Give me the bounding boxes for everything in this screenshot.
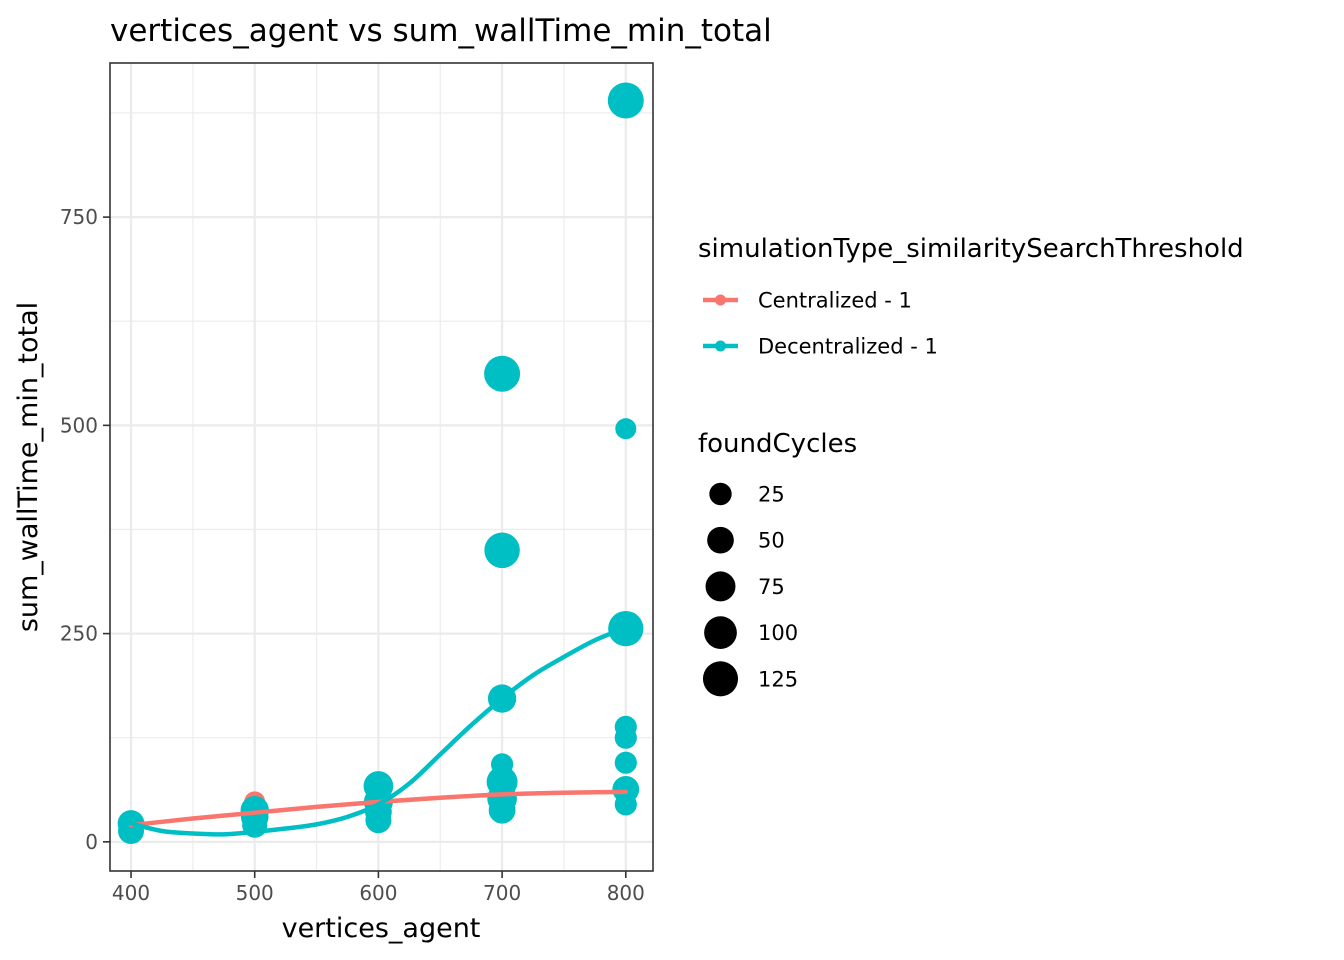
plot-panel-background — [110, 63, 653, 871]
data-point — [614, 726, 637, 749]
data-point — [365, 807, 392, 834]
plot-panel-border — [109, 62, 654, 872]
smooth-line-decentralized-1 — [128, 625, 629, 837]
x-tick-label: 500 — [236, 881, 274, 905]
data-point — [615, 418, 637, 440]
data-point — [607, 82, 644, 119]
x-tick-label: 400 — [112, 881, 150, 905]
data-point — [484, 532, 520, 569]
x-tick-label: 800 — [607, 881, 645, 905]
size-legend-key-point — [702, 661, 739, 697]
legend-key-point — [715, 340, 726, 352]
size-legend-label: 75 — [758, 575, 785, 599]
size-legend-key-point — [705, 571, 736, 602]
color-legend-label: Decentralized - 1 — [758, 335, 938, 359]
data-point — [488, 796, 516, 824]
size-legend-entry: 75 — [705, 571, 785, 602]
color-legend: simulationType_similaritySearchThreshold… — [698, 234, 1244, 359]
size-legend-label: 100 — [758, 621, 798, 645]
color-legend-title: simulationType_similaritySearchThreshold — [698, 234, 1244, 264]
size-legend-entry: 50 — [707, 526, 785, 554]
y-tick-label: 500 — [60, 413, 98, 437]
size-legend-label: 25 — [758, 483, 785, 507]
size-legend-title: foundCycles — [698, 429, 857, 459]
data-point — [614, 793, 637, 816]
legend-key-point — [715, 294, 726, 306]
x-axis: 400 500 600 700 800 — [112, 871, 645, 905]
data-point — [484, 355, 521, 392]
chart-title: vertices_agent vs sum_wallTime_min_total — [110, 13, 772, 49]
y-tick-label: 750 — [60, 205, 98, 229]
color-legend-label: Centralized - 1 — [758, 289, 912, 313]
size-legend-entry: 100 — [704, 616, 798, 649]
smooth-lines-layer — [128, 625, 629, 837]
data-point — [614, 751, 637, 774]
y-axis: 0 250 500 750 — [60, 205, 110, 854]
y-tick-label: 250 — [60, 622, 98, 646]
x-axis-title: vertices_agent — [282, 913, 481, 944]
size-legend: foundCycles 25 50 75 100 125 — [698, 429, 857, 697]
y-axis-title: sum_wallTime_min_total — [13, 302, 44, 632]
y-tick-label: 0 — [85, 830, 98, 854]
x-tick-label: 600 — [359, 881, 397, 905]
size-legend-entry: 125 — [702, 661, 798, 697]
color-legend-entry: Decentralized - 1 — [703, 335, 938, 359]
color-legend-entry: Centralized - 1 — [703, 289, 912, 313]
size-legend-label: 50 — [758, 529, 785, 553]
size-legend-entry: 25 — [709, 482, 785, 507]
plot-area — [109, 62, 654, 872]
size-legend-label: 125 — [758, 667, 798, 691]
size-legend-key-point — [704, 616, 737, 649]
minor-grid — [110, 63, 653, 871]
size-legend-key-point — [707, 526, 734, 554]
size-legend-key-point — [709, 482, 732, 506]
x-tick-label: 700 — [483, 881, 521, 905]
